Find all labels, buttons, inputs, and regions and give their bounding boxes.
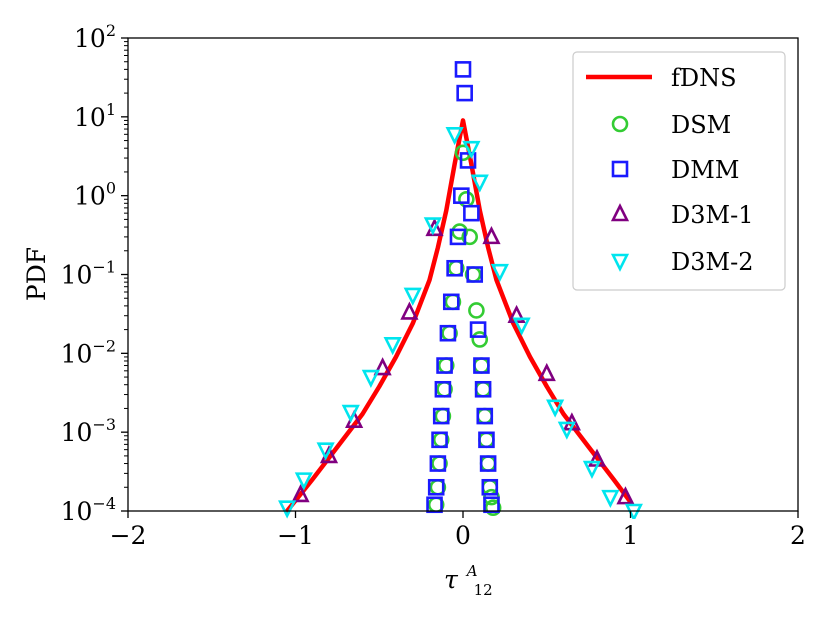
point-dmm (442, 293, 460, 311)
point-d3m-1 (400, 301, 419, 320)
point-dmm (453, 187, 470, 204)
legend-items: fDNS DSM DMM D3M-1 D3M-2 (586, 64, 753, 276)
point-dmm (436, 357, 453, 374)
legend-swatch-d3m-2 (610, 253, 630, 272)
point-dsm (461, 228, 479, 246)
legend-label-d3m-1: D3M-1 (671, 201, 753, 229)
ticks-layer: −2 −1 0 1 2 102 101 100 10−1 10−2 10−3 10−4 (61, 21, 806, 550)
legend-swatch-d3m-1 (610, 203, 630, 222)
point-dmm (449, 228, 467, 246)
point-d3m-2 (470, 174, 489, 193)
x-tick-label: 2 (790, 521, 806, 550)
y-tick-label: 10−2 (61, 336, 116, 368)
x-tick-label: 1 (623, 521, 639, 550)
point-d3m-1 (482, 225, 501, 245)
legend-label-dmm: DMM (671, 156, 739, 184)
point-d3m-1 (537, 362, 556, 382)
y-tick-label: 10−4 (61, 494, 116, 526)
y-tick-label: 10−3 (61, 415, 116, 447)
point-d3m-2 (490, 263, 509, 283)
x-axis-label-symbol: τ (444, 565, 459, 594)
point-d3m-2 (601, 489, 620, 509)
y-tick-label: 101 (74, 100, 116, 132)
legend-swatch-dmm (611, 160, 629, 178)
point-d3m-2 (582, 460, 602, 480)
x-tick-label: −1 (277, 521, 314, 550)
point-d3m-2 (403, 287, 422, 306)
point-d3m-2 (294, 472, 313, 491)
point-dmm (429, 455, 447, 472)
y-tick-label: 100 (74, 179, 116, 211)
point-dmm (476, 407, 494, 425)
y-tick-label: 10−1 (61, 258, 116, 290)
point-dmm (432, 407, 450, 425)
point-dmm (481, 478, 499, 496)
x-axis-label-sub: 12 (474, 581, 493, 599)
point-d3m-2 (423, 217, 442, 236)
point-dmm (474, 380, 492, 398)
point-dmm (431, 431, 448, 449)
point-dmm (463, 204, 480, 222)
legend-box (572, 51, 786, 291)
x-axis-label: τ A 12 (444, 553, 493, 599)
legend-label-fdns: fDNS (671, 64, 737, 92)
point-dsm (471, 331, 489, 348)
point-dmm (439, 324, 457, 342)
series-line-fdns (284, 118, 633, 514)
point-d3m-1 (291, 484, 310, 503)
x-tick-label: 0 (455, 521, 471, 550)
series-layer (278, 61, 643, 519)
point-dmm (479, 455, 497, 472)
point-d3m-2 (361, 369, 380, 388)
x-tick-label: −2 (110, 521, 147, 550)
point-d3m-2 (546, 399, 565, 418)
point-dsm (468, 302, 485, 319)
point-d3m-2 (341, 404, 360, 423)
point-dmm (483, 496, 500, 514)
point-d3m-2 (383, 337, 402, 356)
point-dmm (426, 496, 443, 514)
y-tick-label: 102 (74, 21, 116, 53)
point-d3m-2 (445, 127, 464, 146)
point-dmm (456, 84, 473, 102)
point-dmm (446, 259, 463, 277)
legend-label-d3m-2: D3M-2 (671, 248, 753, 276)
point-d3m-2 (278, 500, 297, 519)
point-dmm (466, 266, 484, 283)
point-dmm (454, 61, 472, 78)
point-dmm (478, 431, 495, 449)
point-dmm (434, 380, 452, 398)
legend-swatch-dsm (611, 115, 629, 133)
x-axis-label-sup: A (465, 562, 478, 580)
point-d3m-1 (616, 486, 635, 505)
point-dmm (459, 152, 477, 169)
point-dmm (473, 357, 490, 374)
point-dsm (484, 499, 502, 517)
point-dmm (469, 321, 487, 338)
point-dmm (427, 478, 445, 496)
legend: fDNS DSM DMM D3M-1 D3M-2 (572, 51, 786, 291)
legend-label-dsm: DSM (671, 111, 731, 139)
point-d3m-2 (462, 140, 481, 160)
point-d3m-1 (373, 357, 392, 376)
point-d3m-2 (557, 421, 576, 440)
point-d3m-2 (512, 317, 531, 336)
point-d3m-2 (316, 442, 335, 461)
y-axis-label: PDF (22, 247, 51, 301)
